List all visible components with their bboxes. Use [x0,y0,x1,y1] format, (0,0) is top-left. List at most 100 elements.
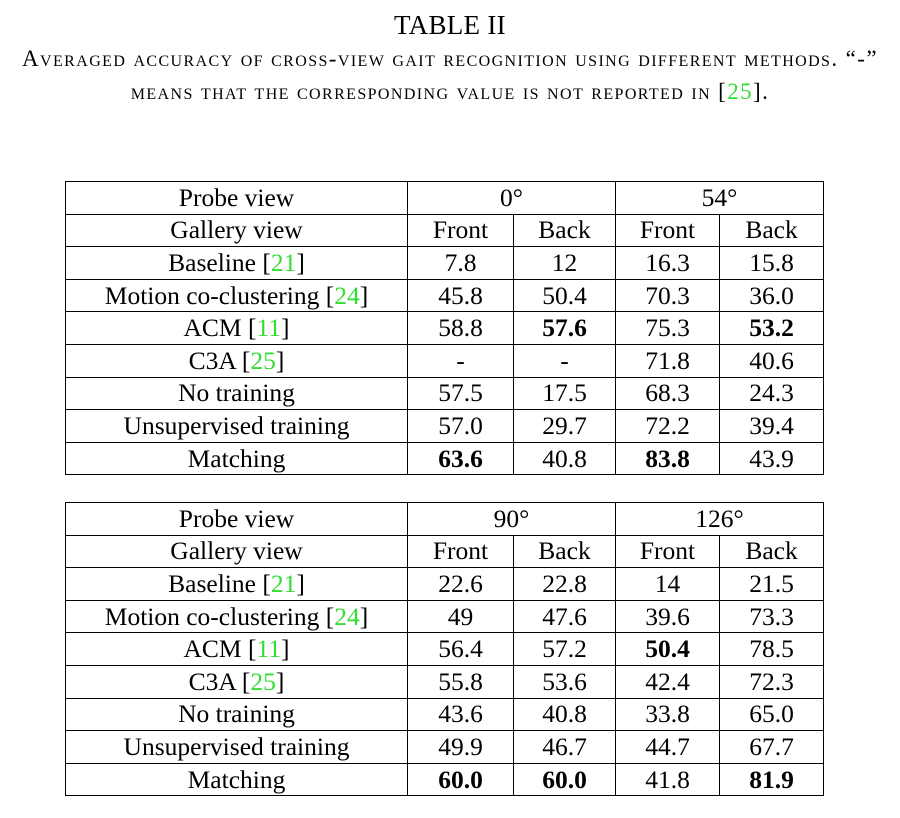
method-name: Motion co-clustering [104,601,320,631]
accuracy-value: 47.6 [512,599,617,634]
accuracy-value: 7.8 [407,246,514,280]
probe-view-angle: 126° [615,502,825,536]
accuracy-value: 36.0 [719,278,825,313]
method-cell: ACM [11] [65,311,408,345]
table-caption: TABLE II Averaged accuracy of cross-view… [0,8,900,108]
method-cell: Unsupervised training [65,730,408,764]
method-cell: No training [65,376,408,411]
citation-link[interactable]: 25 [250,345,276,375]
method-cell: Baseline [21] [65,246,408,280]
accuracy-value: 53.2 [719,311,825,345]
probe-view-angle: 0° [406,181,617,215]
caption-text-end: ]. [753,79,770,104]
caption-citation-link[interactable]: 25 [727,79,754,104]
citation-link[interactable]: 25 [250,666,276,696]
accuracy-value: 45.8 [407,278,514,313]
accuracy-value: 43.9 [719,441,825,476]
citation-link[interactable]: 24 [334,601,360,631]
method-name: No training [178,378,295,408]
method-name: No training [178,699,295,729]
accuracy-value: 73.3 [719,599,825,634]
accuracy-value: 40.8 [512,441,617,476]
citation-link[interactable]: 24 [334,280,360,310]
accuracy-value: 22.8 [512,567,617,601]
gallery-view-direction: Front [615,534,721,569]
accuracy-value: 71.8 [615,343,721,378]
gallery-view-direction: Back [512,534,617,569]
method-row: No training 57.5 17.5 68.3 24.3 [65,376,825,411]
method-row: No training 43.6 40.8 33.8 65.0 [65,697,825,732]
accuracy-value: 17.5 [512,376,617,411]
method-cell: Motion co-clustering [24] [65,599,408,634]
accuracy-value: 72.3 [719,664,825,699]
accuracy-value: 58.8 [407,311,514,345]
method-row: Motion co-clustering [24] 49 47.6 39.6 73.3 [65,599,825,634]
accuracy-value: 49 [407,599,514,634]
accuracy-value: 24.3 [719,376,825,411]
citation-link[interactable]: 21 [270,568,297,598]
accuracy-value: 60.0 [512,762,617,797]
method-cell: Matching [65,441,408,476]
method-name: Matching [187,764,286,794]
accuracy-value: 78.5 [719,632,825,666]
accuracy-value: 40.8 [512,697,617,732]
accuracy-value: 49.9 [407,730,514,764]
results-table-views-0-54: Probe view 0° 54° Gallery view Front Back Fron… [65,181,825,476]
accuracy-value: 65.0 [719,697,825,732]
gallery-view-row: Gallery view Front Back Front Back [65,213,825,248]
gallery-view-label: Gallery view [65,213,408,248]
accuracy-value: 40.6 [719,343,825,378]
accuracy-value: 57.2 [512,632,617,666]
method-name: C3A [188,666,236,696]
method-cell: Motion co-clustering [24] [65,278,408,313]
method-row: C3A [25] 55.8 53.6 42.4 72.3 [65,664,825,699]
citation-link[interactable]: 21 [270,247,297,277]
accuracy-value: 46.7 [512,730,617,764]
accuracy-value: 15.8 [719,246,825,280]
accuracy-value: 16.3 [615,246,721,280]
method-cell: No training [65,697,408,732]
method-cell: ACM [11] [65,632,408,666]
probe-view-row: Probe view 0° 54° [65,181,825,215]
gallery-view-label: Gallery view [65,534,408,569]
table-label: TABLE II [394,10,506,40]
accuracy-value: 29.7 [512,409,617,443]
accuracy-value: 39.6 [615,599,721,634]
method-row: ACM [11] 58.8 57.6 75.3 53.2 [65,311,825,345]
paper-page: TABLE II Averaged accuracy of cross-view… [0,8,900,818]
accuracy-value: 21.5 [719,567,825,601]
accuracy-value: 57.0 [407,409,514,443]
citation-link[interactable]: 11 [256,313,282,343]
accuracy-value: 33.8 [615,697,721,732]
method-row: ACM [11] 56.4 57.2 50.4 78.5 [65,632,825,666]
gallery-view-direction: Front [615,213,721,248]
accuracy-value: 57.6 [512,311,617,345]
accuracy-value: 53.6 [512,664,617,699]
probe-view-label: Probe view [65,181,408,215]
accuracy-value: 41.8 [615,762,721,797]
accuracy-value: 42.4 [615,664,721,699]
accuracy-value: 50.4 [615,632,721,666]
probe-view-angle: 54° [615,181,825,215]
method-row: Matching 63.6 40.8 83.8 43.9 [65,441,825,476]
method-row: Baseline [21] 22.6 22.8 14 21.5 [65,567,825,601]
accuracy-value: 55.8 [407,664,514,699]
citation-link[interactable]: 11 [256,634,282,664]
accuracy-value: - [407,343,514,378]
accuracy-value: 83.8 [615,441,721,476]
accuracy-value: 39.4 [719,409,825,443]
method-name: Baseline [168,568,256,598]
method-name: C3A [188,345,236,375]
method-name: Unsupervised training [123,410,350,440]
accuracy-value: 70.3 [615,278,721,313]
method-name: ACM [183,634,242,664]
method-name: Unsupervised training [123,731,350,761]
accuracy-value: 75.3 [615,311,721,345]
method-name: Baseline [168,247,256,277]
probe-view-angle: 90° [406,502,617,536]
method-row: C3A [25] - -71.8 40.6 [65,343,825,378]
accuracy-value: 12 [512,246,617,280]
accuracy-value: 60.0 [407,762,514,797]
gallery-view-direction: Back [719,213,825,248]
method-name: ACM [183,313,242,343]
